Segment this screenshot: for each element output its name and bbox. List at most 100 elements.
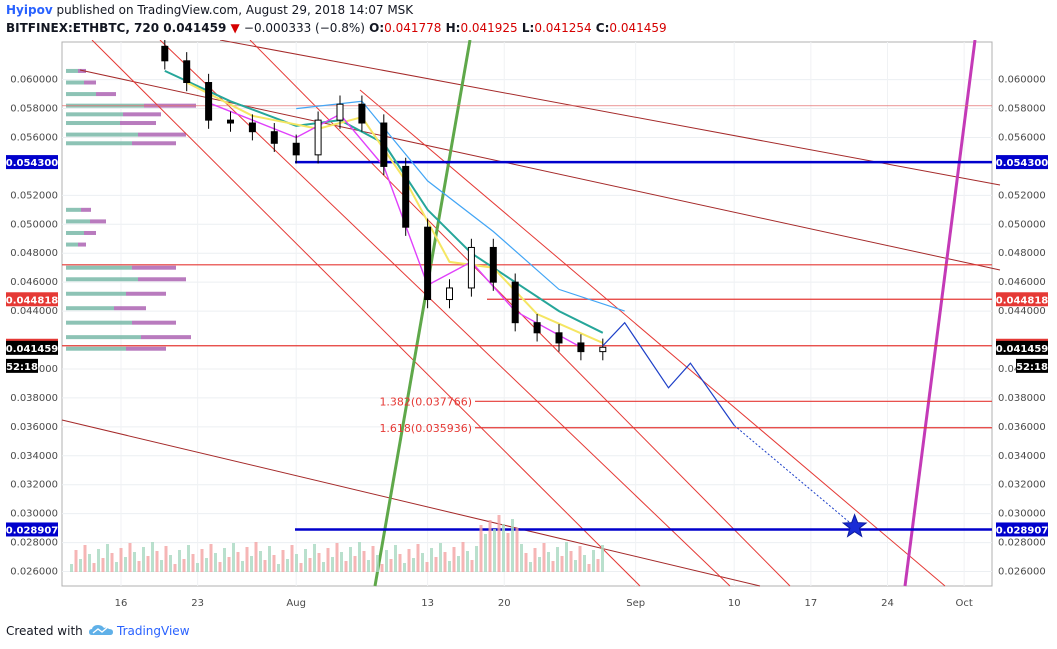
- volume-bar: [475, 546, 478, 572]
- price-tag-left: 0.028907: [6, 522, 59, 537]
- volume-bar: [556, 547, 559, 572]
- price-tag-right: 0.054300: [996, 155, 1048, 170]
- volume-bar: [286, 559, 289, 572]
- author-name[interactable]: Hyipov: [6, 3, 53, 17]
- candle-body: [511, 281, 519, 324]
- volume-bar: [416, 544, 420, 572]
- volume-bar: [83, 545, 87, 572]
- volume-bar: [128, 543, 132, 572]
- volume-bar: [506, 533, 510, 572]
- volume-bar: [520, 544, 523, 572]
- volume-bar: [79, 559, 82, 572]
- y-tick-label-right: 0.048000: [998, 248, 1046, 259]
- x-tick-label: 16: [115, 598, 128, 609]
- volume-bar: [331, 557, 334, 572]
- y-tick-label-right: 0.034000: [998, 451, 1046, 462]
- volume-bar: [560, 556, 564, 572]
- volume-bar: [151, 542, 154, 572]
- volume-profile-bar: [66, 346, 126, 351]
- volume-bar: [547, 552, 550, 572]
- volume-bar: [439, 543, 442, 572]
- y-tick-label-left: 0.044000: [10, 306, 58, 317]
- price-tag-left: 0.044818: [6, 292, 58, 307]
- price-tag-right: 0.028907: [996, 522, 1049, 537]
- volume-bar: [385, 550, 388, 572]
- x-tick-label: 10: [728, 598, 741, 609]
- volume-bar: [182, 559, 186, 572]
- volume-bar: [92, 563, 96, 572]
- volume-bar: [133, 552, 136, 572]
- volume-bar: [407, 549, 411, 572]
- candle-body: [358, 103, 366, 124]
- candle-body: [205, 82, 213, 121]
- volume-bar: [394, 545, 397, 572]
- candle-body: [292, 142, 300, 156]
- y-tick-label-left: 0.028000: [10, 538, 58, 549]
- volume-bar: [281, 550, 285, 572]
- volume-bar: [277, 564, 280, 572]
- price-tag-text: 0.028907: [996, 525, 1049, 536]
- countdown-box: [1016, 358, 1048, 373]
- volume-bar: [164, 546, 168, 572]
- volume-bar: [601, 545, 604, 572]
- volume-bar: [551, 561, 555, 572]
- volume-bar: [187, 545, 190, 572]
- symbol-label[interactable]: BITFINEX:ETHBTC, 720: [6, 21, 160, 35]
- channel-line: [359, 89, 946, 587]
- y-tick-label-right: 0.038000: [998, 393, 1046, 404]
- volume-bar: [227, 557, 231, 572]
- tradingview-link[interactable]: TradingView: [117, 624, 190, 638]
- volume-bar: [218, 562, 222, 572]
- candle-body: [533, 322, 541, 334]
- y-tick-label-right: 0.060000: [998, 75, 1046, 86]
- volume-bar: [245, 547, 249, 572]
- volume-profile-bar: [138, 277, 186, 282]
- volume-bar: [583, 555, 586, 572]
- volume-bar: [412, 558, 415, 572]
- price-tag-box: [996, 522, 1048, 537]
- volume-bar: [362, 551, 366, 572]
- y-tick-label-right: 0.056000: [998, 132, 1046, 143]
- volume-profile-bar: [126, 346, 166, 351]
- price-tag-box: [996, 292, 1048, 307]
- candle-body: [248, 122, 256, 133]
- volume-bar: [110, 553, 114, 572]
- price-tag-box: [996, 155, 1048, 170]
- price-chart[interactable]: 0.026000 0.026000 0.028000 0.028000 0.030000…: [0, 40, 1057, 612]
- volume-bar: [124, 557, 127, 572]
- volume-profile-bar: [81, 207, 91, 212]
- tradingview-cloud-icon: [89, 625, 113, 635]
- candle-body: [446, 287, 453, 301]
- volume-bar: [232, 543, 235, 572]
- price-tag-text: 0.044818: [996, 295, 1049, 306]
- volume-bar: [308, 558, 312, 572]
- volume-bar: [97, 549, 100, 572]
- close-label: C:: [595, 21, 610, 35]
- chart-area[interactable]: 0.026000 0.026000 0.028000 0.028000 0.030000…: [0, 40, 1057, 612]
- volume-bar: [398, 554, 402, 572]
- volume-bar: [587, 564, 591, 572]
- volume-bar: [511, 519, 514, 572]
- volume-bar: [209, 544, 213, 572]
- volume-bar: [371, 546, 375, 572]
- low-value: 0.041254: [534, 21, 592, 35]
- volume-bar: [376, 555, 379, 572]
- x-tick-label: Oct: [956, 598, 973, 609]
- volume-bar: [421, 553, 424, 572]
- price-tag-text: 0.028907: [6, 525, 59, 536]
- price-tag-box: [6, 522, 58, 537]
- x-tick-label: 24: [881, 598, 894, 609]
- volume-profile-bar: [66, 80, 84, 85]
- volume-profile-bar: [66, 132, 138, 137]
- volume-profile-bar: [120, 121, 156, 126]
- volume-profile-bar: [66, 121, 120, 126]
- volume-bar: [106, 544, 109, 572]
- volume-bar: [524, 553, 528, 572]
- volume-bar: [380, 564, 384, 572]
- y-tick-label-left: 0.026000: [10, 567, 58, 578]
- volume-profile-bar: [132, 141, 176, 146]
- volume-bar: [430, 548, 433, 572]
- volume-profile-bar: [66, 230, 84, 235]
- volume-bar: [488, 520, 492, 572]
- volume-profile-bar: [132, 265, 176, 270]
